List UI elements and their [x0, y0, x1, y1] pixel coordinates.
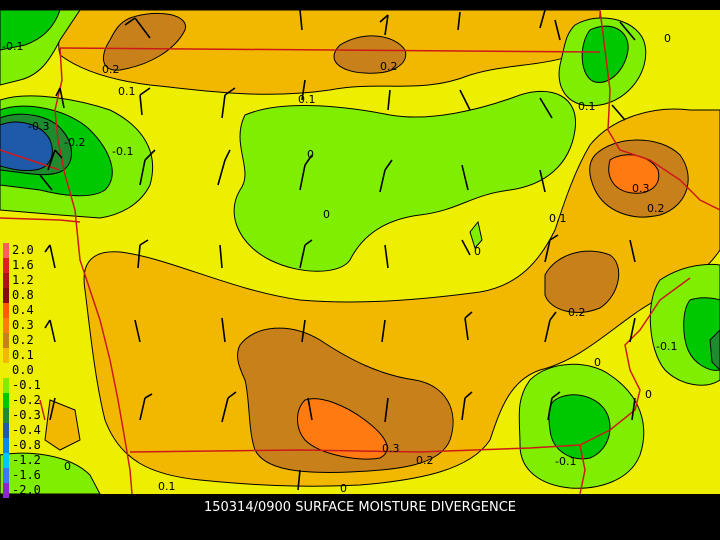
positive-03-regions	[297, 154, 660, 460]
contour-label: -0.1	[555, 455, 576, 468]
legend-label: -0.1	[12, 378, 41, 392]
contour-label: 0.1	[158, 480, 176, 493]
moisture-divergence-map: -0.1 0.2 0.2 0 0.1 0.1 0.1 -0.3 -0.2 -0.…	[0, 10, 720, 494]
contour-label: 0	[307, 148, 314, 161]
contour-label: 0	[323, 208, 330, 221]
legend-label: -2.0	[12, 483, 41, 497]
contour-label: 0	[474, 245, 481, 258]
contour-label: 0.1	[298, 93, 316, 106]
legend-label: 1.2	[12, 273, 34, 287]
legend-label: 0.8	[12, 288, 34, 302]
legend-swatch	[3, 408, 9, 423]
legend-swatch	[3, 483, 9, 498]
contour-label: 0.2	[568, 306, 586, 319]
contour-label: 0	[594, 356, 601, 369]
legend-swatch	[3, 288, 9, 303]
contour-label: 0.1	[118, 85, 136, 98]
contour-label: 0.3	[382, 442, 400, 455]
legend-label: -0.4	[12, 423, 41, 437]
legend-label: -1.6	[12, 468, 41, 482]
wind-barbs	[39, 10, 636, 491]
legend-label: 0.2	[12, 333, 34, 347]
positive-01-regions	[44, 10, 720, 487]
contour-label: -0.1	[656, 340, 677, 353]
legend-swatch	[3, 453, 9, 468]
legend-label: -0.8	[12, 438, 41, 452]
contour-label: 0.2	[102, 63, 120, 76]
legend-swatch	[3, 468, 9, 483]
contour-label: 0	[340, 482, 347, 494]
legend-swatch	[3, 348, 9, 363]
legend-swatch	[3, 258, 9, 273]
legend-label: -0.3	[12, 408, 41, 422]
legend-swatch	[3, 273, 9, 288]
legend-swatch	[3, 378, 9, 393]
legend-label: -1.2	[12, 453, 41, 467]
contour-label: 0.1	[549, 212, 567, 225]
contour-label: -0.1	[2, 40, 23, 53]
legend-swatch	[3, 243, 9, 258]
contour-label: -0.1	[112, 145, 133, 158]
legend-label: -0.2	[12, 393, 41, 407]
contour-label: 0.3	[632, 182, 650, 195]
map-title: 150314/0900 SURFACE MOISTURE DIVERGENCE	[203, 500, 517, 515]
legend-label: 0.4	[12, 303, 34, 317]
legend-swatch	[3, 333, 9, 348]
contour-label: -0.2	[64, 136, 85, 149]
negative-03-regions	[0, 113, 720, 371]
legend-label: 1.6	[12, 258, 34, 272]
legend-swatch	[3, 393, 9, 408]
legend-swatch	[3, 318, 9, 333]
contour-labels: -0.1 0.2 0.2 0 0.1 0.1 0.1 -0.3 -0.2 -0.…	[2, 32, 677, 494]
legend-label: 0.1	[12, 348, 34, 362]
contour-label: 0.2	[416, 454, 434, 467]
contour-label: 0	[664, 32, 671, 45]
contour-label: 0	[645, 388, 652, 401]
color-legend: 2.01.61.20.80.40.30.20.10.0-0.1-0.2-0.3-…	[3, 243, 41, 498]
legend-label: 0.3	[12, 318, 34, 332]
legend-swatch	[3, 303, 9, 318]
contour-label: -0.3	[28, 120, 49, 133]
legend-swatch	[3, 363, 9, 378]
contour-label: 0.2	[647, 202, 665, 215]
legend-label: 2.0	[12, 243, 34, 257]
contour-label: 0.2	[380, 60, 398, 73]
legend-label: 0.0	[12, 363, 34, 377]
contour-label: 0.1	[578, 100, 596, 113]
legend-swatch	[3, 423, 9, 438]
legend-swatch	[3, 438, 9, 453]
state-borders	[0, 10, 720, 494]
contour-label: 0	[64, 460, 71, 473]
